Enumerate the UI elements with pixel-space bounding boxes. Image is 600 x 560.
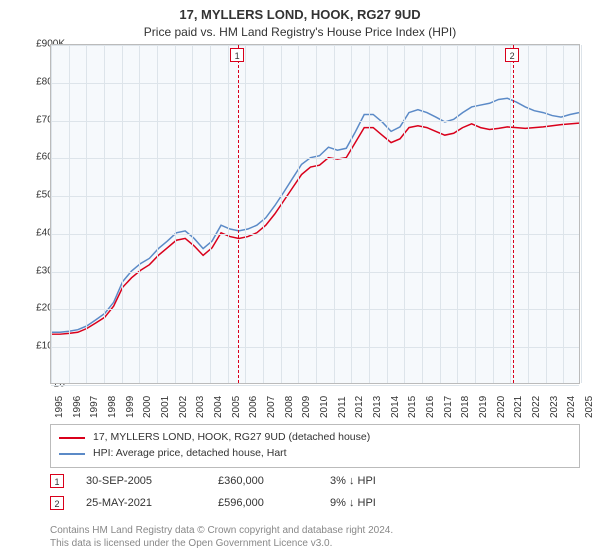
sale-marker-line xyxy=(513,45,514,383)
legend-row: HPI: Average price, detached house, Hart xyxy=(59,446,571,462)
x-axis-label: 1998 xyxy=(107,396,118,418)
sale-event-badge: 2 xyxy=(50,496,64,510)
sale-event-delta: 3% ↓ HPI xyxy=(330,475,420,487)
sale-events: 1 30-SEP-2005 £360,000 3% ↓ HPI 2 25-MAY-2021… xyxy=(50,470,580,514)
x-axis-label: 2012 xyxy=(354,396,365,418)
x-axis-label: 2023 xyxy=(549,396,560,418)
x-axis-label: 2020 xyxy=(496,396,507,418)
x-axis-label: 2022 xyxy=(531,396,542,418)
x-axis-label: 2007 xyxy=(266,396,277,418)
x-axis-label: 2014 xyxy=(390,396,401,418)
sale-event-row: 2 25-MAY-2021 £596,000 9% ↓ HPI xyxy=(50,492,580,514)
legend-swatch xyxy=(59,437,85,439)
x-axis-label: 1995 xyxy=(54,396,65,418)
legend-label: HPI: Average price, detached house, Hart xyxy=(93,446,287,462)
sale-marker-badge: 1 xyxy=(230,48,244,62)
x-axis-label: 2003 xyxy=(195,396,206,418)
series-hpi xyxy=(51,98,579,332)
attribution: Contains HM Land Registry data © Crown c… xyxy=(50,524,580,550)
attribution-line2: This data is licensed under the Open Gov… xyxy=(50,537,580,550)
sale-event-price: £596,000 xyxy=(218,497,308,509)
sale-event-delta: 9% ↓ HPI xyxy=(330,497,420,509)
legend-row: 17, MYLLERS LOND, HOOK, RG27 9UD (detach… xyxy=(59,430,571,446)
x-axis-label: 2016 xyxy=(425,396,436,418)
x-axis-label: 1999 xyxy=(125,396,136,418)
x-axis-label: 2005 xyxy=(231,396,242,418)
title-main: 17, MYLLERS LOND, HOOK, RG27 9UD xyxy=(0,6,600,24)
x-axis-label: 1997 xyxy=(89,396,100,418)
x-axis-label: 2000 xyxy=(142,396,153,418)
sale-marker-line xyxy=(238,45,239,383)
x-axis-label: 2011 xyxy=(337,396,348,418)
legend-label: 17, MYLLERS LOND, HOOK, RG27 9UD (detach… xyxy=(93,430,370,446)
legend: 17, MYLLERS LOND, HOOK, RG27 9UD (detach… xyxy=(50,424,580,468)
x-axis-label: 2017 xyxy=(443,396,454,418)
x-axis-label: 2001 xyxy=(160,396,171,418)
x-axis-label: 2013 xyxy=(372,396,383,418)
x-axis-label: 2015 xyxy=(407,396,418,418)
sale-event-row: 1 30-SEP-2005 £360,000 3% ↓ HPI xyxy=(50,470,580,492)
attribution-line1: Contains HM Land Registry data © Crown c… xyxy=(50,524,580,537)
title-sub: Price paid vs. HM Land Registry's House … xyxy=(0,24,600,41)
sale-event-date: 30-SEP-2005 xyxy=(86,475,196,487)
x-axis-label: 2024 xyxy=(566,396,577,418)
title-block: 17, MYLLERS LOND, HOOK, RG27 9UD Price p… xyxy=(0,0,600,41)
sale-event-date: 25-MAY-2021 xyxy=(86,497,196,509)
chart-area xyxy=(50,44,580,384)
legend-swatch xyxy=(59,453,85,455)
x-axis-label: 2009 xyxy=(301,396,312,418)
sale-event-price: £360,000 xyxy=(218,475,308,487)
x-axis-label: 2018 xyxy=(460,396,471,418)
x-axis-label: 2010 xyxy=(319,396,330,418)
x-axis-label: 2019 xyxy=(478,396,489,418)
x-axis-label: 2004 xyxy=(213,396,224,418)
series-price_paid xyxy=(51,123,579,334)
x-axis-label: 1996 xyxy=(72,396,83,418)
x-axis-label: 2006 xyxy=(248,396,259,418)
x-axis-label: 2021 xyxy=(513,396,524,418)
x-axis-label: 2002 xyxy=(178,396,189,418)
x-axis-label: 2025 xyxy=(584,396,595,418)
x-axis-label: 2008 xyxy=(284,396,295,418)
sale-event-badge: 1 xyxy=(50,474,64,488)
sale-marker-badge: 2 xyxy=(505,48,519,62)
